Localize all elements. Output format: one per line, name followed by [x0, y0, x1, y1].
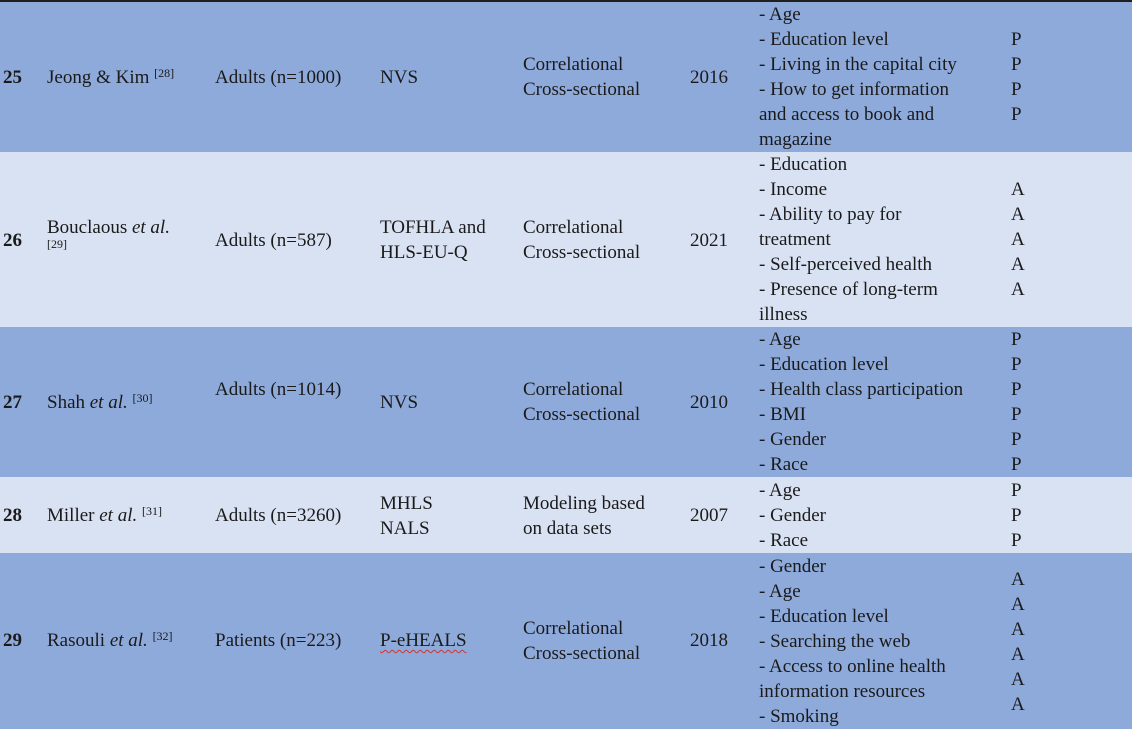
study-year: 2010 [690, 392, 728, 413]
participants: Patients (n=223) [215, 630, 342, 651]
factor-marks: A A A A A A [1011, 569, 1025, 715]
reference-marker: [28] [154, 66, 175, 80]
study-author: Shah et al. [30] [47, 391, 153, 413]
study-author: Rasouli et al. [32] [47, 629, 173, 651]
factors-list: - Age - Education level - Health class p… [759, 329, 964, 475]
study-design: Correlational Cross-sectional [523, 54, 641, 100]
measurement-tool: TOFHLA and HLS-EU-Q [380, 217, 486, 263]
factor-marks: P P P P [1011, 29, 1022, 125]
study-author: Miller et al. [31] [47, 504, 162, 526]
measurement-tool: NVS [380, 392, 419, 413]
row-number: 25 [3, 67, 22, 88]
factors-list: - Gender - Age - Education level - Searc… [759, 556, 946, 727]
study-design: Modeling based on data sets [523, 493, 645, 539]
row-number: 29 [3, 630, 22, 651]
table-row: 28 Miller et al. [31] Adults (n=3260) MH… [0, 477, 1132, 553]
reference-marker: [29] [47, 237, 67, 251]
study-year: 2016 [690, 67, 728, 88]
participants: Adults (n=3260) [215, 505, 342, 526]
study-author: Jeong & Kim [28] [47, 66, 175, 88]
participants: Adults (n=587) [215, 230, 332, 251]
table-row: 25 Jeong & Kim [28] Adults (n=1000) NVS … [0, 2, 1132, 152]
factor-marks: A A A A A [1011, 179, 1025, 300]
study-author: Bouclaous et al. [29] [47, 217, 170, 251]
factors-list: - Age - Education level - Living in the … [759, 4, 957, 150]
table-row: 27 Shah et al. [30] Adults (n=1014) NVS … [0, 327, 1132, 477]
measurement-tool: MHLS NALS [380, 493, 433, 539]
factors-list: - Age - Gender - Race [759, 480, 826, 551]
participants: Adults (n=1014) [215, 379, 342, 400]
study-design: Correlational Cross-sectional [523, 379, 641, 425]
participants: Adults (n=1000) [215, 67, 342, 88]
study-design: Correlational Cross-sectional [523, 217, 641, 263]
study-year: 2007 [690, 505, 728, 526]
row-number: 26 [3, 230, 22, 251]
table-row: 29 Rasouli et al. [32] Patients (n=223) … [0, 553, 1132, 727]
row-number: 28 [3, 505, 22, 526]
factor-marks: P P P P P P [1011, 329, 1022, 475]
study-year: 2018 [690, 630, 728, 651]
reference-marker: [31] [142, 504, 162, 518]
study-year: 2021 [690, 230, 728, 251]
table-row: 26 Bouclaous et al. [29] Adults (n=587) … [0, 152, 1132, 327]
factors-list: - Education - Income - Ability to pay fo… [759, 154, 938, 325]
reference-marker: [30] [132, 391, 153, 405]
study-design: Correlational Cross-sectional [523, 618, 641, 664]
row-number: 27 [3, 392, 22, 413]
measurement-tool: P-eHEALS [380, 630, 467, 651]
table-top-border [0, 0, 1132, 2]
reference-marker: [32] [152, 629, 173, 643]
measurement-tool: NVS [380, 67, 419, 88]
factor-marks: P P P [1011, 480, 1022, 551]
